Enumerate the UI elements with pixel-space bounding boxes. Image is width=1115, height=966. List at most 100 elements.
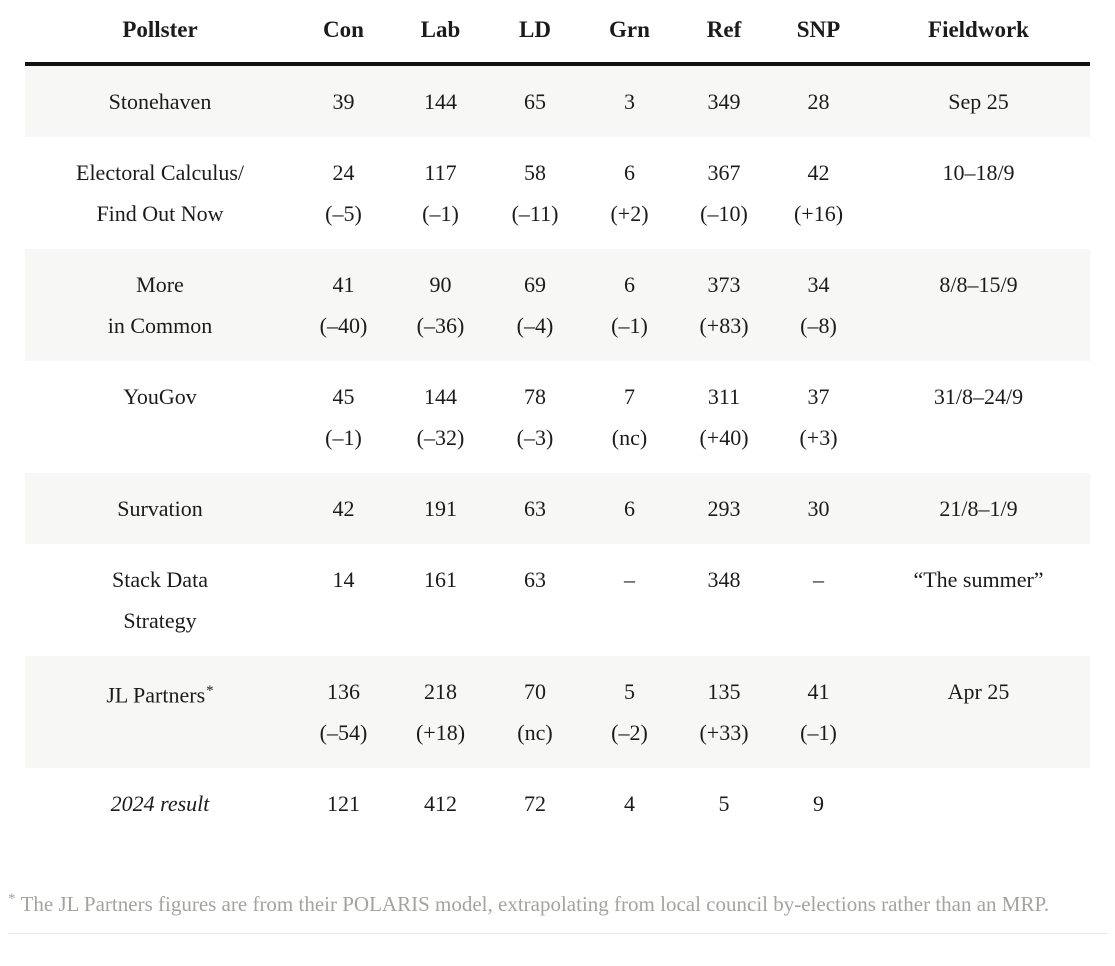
pollster-name-text: Electoral Calculus/: [76, 160, 244, 185]
pollster-name-text: Find Out Now: [96, 201, 224, 226]
seat-change: (–1): [611, 313, 648, 338]
table-row: More in Common 41 (–40) 90 (–36) 69 (–4) 6 (–1) 37…: [25, 249, 1090, 361]
seat-value: 191: [424, 496, 457, 521]
pollster-cell: Survation: [25, 473, 295, 544]
fieldwork-value: 10–18/9: [942, 160, 1015, 185]
pollster-name-text: Strategy: [123, 608, 197, 633]
fieldwork-value: 8/8–15/9: [939, 272, 1018, 297]
seat-value: 3: [624, 89, 635, 114]
pollster-cell: More in Common: [25, 249, 295, 361]
pollster-name-text: Stonehaven: [108, 89, 212, 114]
column-header-lab: Lab: [420, 17, 461, 42]
seat-cell-snp: 30: [770, 473, 867, 544]
seat-cell-snp: 42 (+16): [770, 137, 867, 249]
seat-cell-lab: 144 (–32): [392, 361, 489, 473]
seat-value: 69: [524, 272, 546, 297]
seat-change: (–40): [319, 313, 368, 338]
pollster-name-text: YouGov: [123, 384, 197, 409]
seat-value: 6: [624, 272, 635, 297]
pollster-name-line: Stonehaven: [25, 81, 295, 122]
pollster-name-line: Find Out Now: [25, 193, 295, 234]
seat-value: 14: [332, 567, 355, 592]
column-header-ld: LD: [519, 17, 551, 42]
seat-change: (+2): [610, 201, 649, 226]
seat-value: 367: [707, 160, 741, 185]
seat-cell-grn: 6 (+2): [581, 137, 678, 249]
seat-value: 6: [624, 160, 635, 185]
seat-change: (+3): [799, 425, 838, 450]
seat-cell-ld: 63: [489, 473, 581, 544]
pollster-name-text: JL Partners: [106, 682, 206, 708]
pollster-name-line: YouGov: [25, 376, 295, 417]
seat-value: 121: [327, 791, 360, 816]
seat-cell-lab: 90 (–36): [392, 249, 489, 361]
pollster-cell: Electoral Calculus/Find Out Now: [25, 137, 295, 249]
seat-cell-ref: 135 (+33): [678, 656, 770, 768]
table-row: 2024 result 121 412 72 4 5 9: [25, 768, 1090, 839]
seat-value: 117: [424, 160, 457, 185]
seat-cell-ref: 349: [678, 64, 770, 137]
seat-cell-ref: 348: [678, 544, 770, 656]
seat-value: 90: [429, 272, 452, 297]
seat-cell-con: 41 (–40): [295, 249, 392, 361]
seat-change: (–2): [611, 720, 648, 745]
seat-change: (+18): [415, 720, 466, 745]
seat-change: (+40): [699, 425, 749, 450]
seat-value: 37: [807, 384, 830, 409]
seat-value: 24: [332, 160, 355, 185]
seat-cell-snp: 34 (–8): [770, 249, 867, 361]
seat-cell-lab: 161: [392, 544, 489, 656]
seat-change: (–32): [416, 425, 465, 450]
seat-cell-ref: 311 (+40): [678, 361, 770, 473]
column-header-con: Con: [323, 17, 364, 42]
seat-value: 9: [813, 791, 824, 816]
seat-cell-grn: 7 (nc): [581, 361, 678, 473]
pollster-name-line: More: [25, 264, 295, 305]
seat-change: (–1): [800, 720, 837, 745]
pollster-name-line: Survation: [25, 488, 295, 529]
seat-cell-ld: 63: [489, 544, 581, 656]
column-header-pollster: Pollster: [122, 17, 198, 42]
header-row: Pollster Con Lab LD Grn Ref SNP Fieldwork: [25, 6, 1090, 64]
pollster-cell: 2024 result: [25, 768, 295, 839]
pollster-name-text: Stack Data: [112, 567, 208, 592]
seat-cell-lab: 117 (–1): [392, 137, 489, 249]
table-header: Pollster Con Lab LD Grn Ref SNP Fieldwork: [25, 6, 1090, 64]
seat-cell-ld: 69 (–4): [489, 249, 581, 361]
column-header-grn: Grn: [609, 17, 650, 42]
seat-value: 5: [718, 791, 730, 816]
seat-value: 4: [624, 791, 635, 816]
seat-value: 78: [524, 384, 546, 409]
table-row: YouGov 45 (–1) 144 (–32) 78 (–3) 7 (nc) 311 (+40) 3…: [25, 361, 1090, 473]
seat-change: (–1): [325, 425, 362, 450]
fieldwork-cell: Apr 25: [867, 656, 1090, 768]
seat-cell-ref: 367 (–10): [678, 137, 770, 249]
seat-cell-lab: 144: [392, 64, 489, 137]
pollster-name-line: Strategy: [25, 600, 295, 641]
seat-cell-grn: –: [581, 544, 678, 656]
seat-value: 161: [424, 567, 457, 592]
seat-cell-grn: 6 (–1): [581, 249, 678, 361]
seat-cell-con: 14: [295, 544, 392, 656]
seat-value: 135: [707, 679, 741, 704]
pollster-cell: Stonehaven: [25, 64, 295, 137]
seat-value: –: [624, 567, 635, 592]
column-header-ref: Ref: [706, 17, 742, 42]
fieldwork-value: Apr 25: [947, 679, 1010, 704]
fieldwork-value: [867, 783, 1090, 824]
seat-change: (nc): [517, 720, 553, 745]
pollster-name-line: in Common: [25, 305, 295, 346]
seat-value: 41: [332, 272, 355, 297]
seat-cell-grn: 5 (–2): [581, 656, 678, 768]
seat-cell-ld: 70 (nc): [489, 656, 581, 768]
seat-change: (–1): [422, 201, 459, 226]
seat-cell-ref: 5: [678, 768, 770, 839]
seat-value: 58: [524, 160, 546, 185]
seat-cell-ld: 58 (–11): [489, 137, 581, 249]
seat-value: 5: [624, 679, 635, 704]
seat-change: (–54): [319, 720, 368, 745]
column-header-snp: SNP: [796, 17, 841, 42]
seat-cell-con: 121: [295, 768, 392, 839]
fieldwork-value: “The summer”: [913, 567, 1044, 592]
seat-cell-con: 45 (–1): [295, 361, 392, 473]
